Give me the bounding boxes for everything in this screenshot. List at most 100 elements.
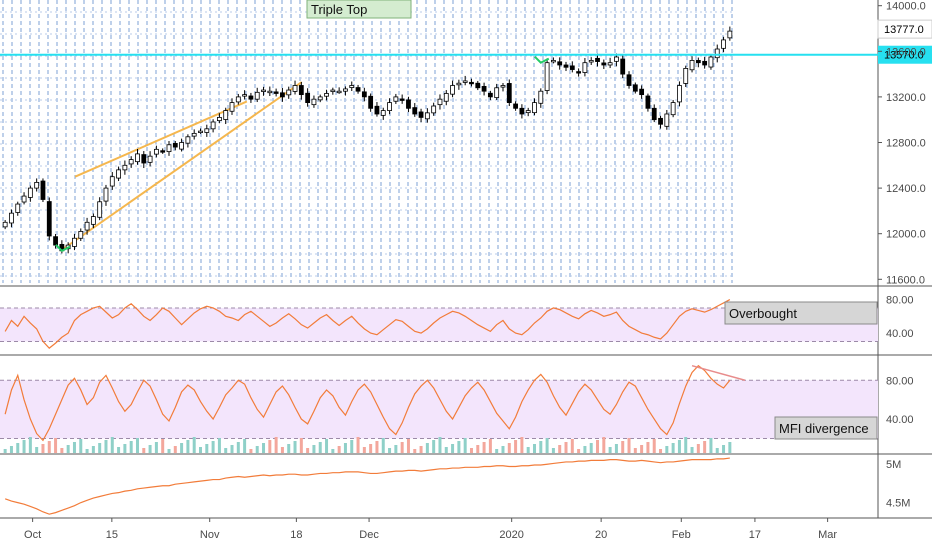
candle-body xyxy=(141,154,147,164)
volume-bar xyxy=(104,440,108,453)
candle-body xyxy=(614,56,619,62)
candle-body xyxy=(128,159,134,165)
volume-bar xyxy=(696,444,700,453)
volume-bar xyxy=(274,437,278,453)
volume-bar xyxy=(413,449,417,453)
volume-bar xyxy=(325,439,329,453)
volume-bar xyxy=(142,448,146,453)
candle-body xyxy=(103,187,109,202)
candle-body xyxy=(122,164,128,171)
volume-bar xyxy=(577,449,581,453)
volume-bar xyxy=(709,438,713,453)
volume-bar xyxy=(54,438,58,453)
candle-body xyxy=(254,91,260,100)
last-price-tag xyxy=(877,19,932,39)
mfi-divergence-line xyxy=(691,364,746,381)
mfi-divergence-annotation[interactable]: MFI divergence xyxy=(774,416,878,440)
price-tick-label: 12800.0 xyxy=(886,138,926,150)
triple-top-annotation[interactable]: Triple Top xyxy=(306,0,412,19)
volume-bar xyxy=(432,440,436,453)
volume-bar xyxy=(703,441,707,453)
signal-marker xyxy=(55,244,71,253)
candle-body xyxy=(475,82,481,89)
volume-bar xyxy=(230,445,234,453)
candle-body xyxy=(607,62,613,66)
candle-body xyxy=(538,90,544,104)
volume-bar xyxy=(451,444,455,453)
candle-body xyxy=(620,58,626,75)
candle-body xyxy=(172,143,178,148)
volume-bar xyxy=(520,437,524,453)
candle-body xyxy=(721,39,726,49)
candle-body xyxy=(393,96,399,102)
candle-body xyxy=(500,85,506,88)
overbought-annotation[interactable]: Overbought xyxy=(724,301,878,325)
candle-body xyxy=(727,30,733,39)
price-tick-label: 12400.0 xyxy=(886,183,926,195)
candle-body xyxy=(235,96,241,103)
volume-bar xyxy=(602,437,606,453)
trend-channel-lower xyxy=(59,81,303,252)
volume-bar xyxy=(22,440,26,453)
volume-bar xyxy=(646,442,650,453)
candle-body xyxy=(273,91,279,94)
volume-bar xyxy=(299,438,303,453)
volume-bar xyxy=(526,447,530,453)
volume-bar xyxy=(318,442,322,453)
volume-bar xyxy=(173,446,177,453)
volume-bar xyxy=(608,447,612,453)
candle-body xyxy=(229,102,235,112)
mfi-band xyxy=(0,380,878,439)
volume-bar xyxy=(28,437,32,453)
candle-body xyxy=(305,92,311,103)
volume-bar xyxy=(85,449,89,453)
obv-panel xyxy=(4,457,730,515)
volume-bar xyxy=(684,437,688,453)
volume-bar xyxy=(564,442,568,453)
volume-bar xyxy=(205,444,209,453)
volume-bar xyxy=(224,448,228,453)
volume-bar xyxy=(463,438,467,453)
candle-body xyxy=(714,48,720,59)
candle-body xyxy=(355,87,361,92)
volume-bar xyxy=(41,444,45,453)
candle-body xyxy=(551,60,556,63)
candle-body xyxy=(97,201,103,218)
rsi-tick-label: 80.00 xyxy=(886,295,914,307)
candle-body xyxy=(462,80,468,83)
price-tick-label: 11600.0 xyxy=(886,274,925,286)
candle-body xyxy=(418,111,424,118)
candle-body xyxy=(651,107,657,121)
candle-body xyxy=(525,110,531,114)
candle-body xyxy=(380,110,386,116)
volume-bar xyxy=(47,441,51,453)
candle-body xyxy=(506,83,512,103)
candle-body xyxy=(532,102,537,114)
price-tick-label: 12000.0 xyxy=(886,229,926,241)
candle-body xyxy=(368,95,374,109)
volume-bar xyxy=(180,443,184,453)
volume-bar xyxy=(665,446,669,453)
volume-bar xyxy=(306,448,310,453)
candle-body xyxy=(588,60,594,63)
candle-body xyxy=(437,98,443,106)
candle-body xyxy=(424,112,430,120)
volume-bar xyxy=(123,444,127,453)
volume-bar xyxy=(148,445,152,453)
volume-bar xyxy=(9,446,13,453)
candle-body xyxy=(544,62,550,91)
volume-bar xyxy=(287,444,291,453)
volume-bar xyxy=(236,442,240,453)
volume-bar xyxy=(501,446,505,453)
price-tick-label: 14000.0 xyxy=(886,1,926,13)
x-tick-label: Feb xyxy=(672,529,691,541)
candle-body xyxy=(494,87,500,98)
candle-body xyxy=(2,221,8,228)
candle-body xyxy=(343,88,348,92)
candle-body xyxy=(677,85,682,103)
volume-bar xyxy=(438,437,442,453)
candle-body xyxy=(513,103,518,109)
candle-body xyxy=(487,92,493,98)
candle-body xyxy=(109,176,115,187)
volume-bar xyxy=(98,443,102,453)
